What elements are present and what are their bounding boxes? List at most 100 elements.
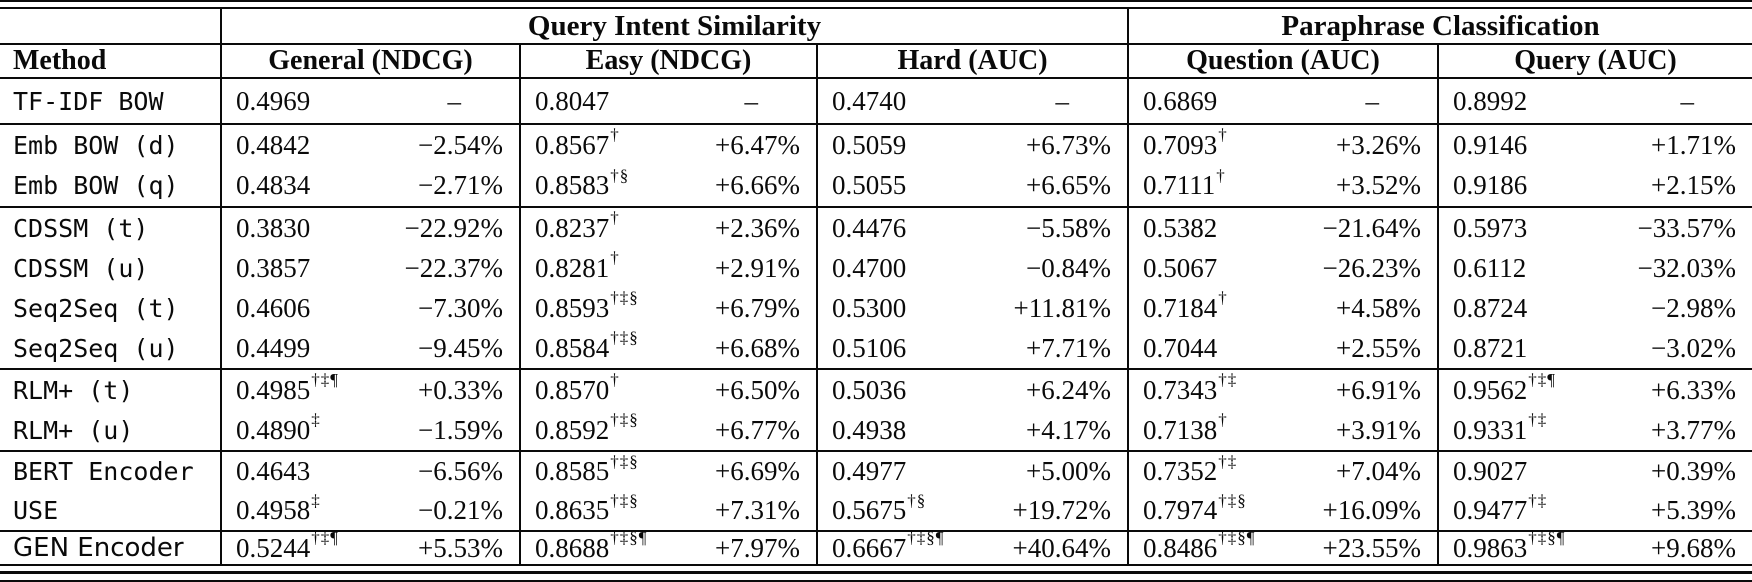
table-bottom-rule: [0, 571, 1752, 582]
metric-cell: 0.8635 †‡§ +7.31%: [521, 491, 818, 530]
row-group: GEN Encoder 0.5244 †‡¶ +5.53% 0.8688 †‡§¶ +7.9…: [0, 530, 1752, 566]
metric-value: 0.8570: [535, 374, 610, 405]
metric-value: 0.7093: [1143, 129, 1218, 160]
significance-markers: †‡§: [610, 452, 639, 471]
row-group: Emb BOW (d) 0.4842 −2.54% 0.8567 † +6.47% 0.50…: [0, 123, 1752, 206]
method-label: Emb BOW (q): [13, 171, 179, 201]
metric-cell: 0.5382 −21.64%: [1129, 208, 1439, 248]
metric-value: 0.8583: [535, 170, 610, 201]
metric-cell: 0.8688 †‡§¶ +7.97%: [521, 532, 818, 564]
metric-delta: +3.77%: [1651, 414, 1736, 445]
metric-delta: +5.39%: [1651, 495, 1736, 525]
metric-value: 0.8592: [535, 414, 610, 445]
method-label: RLM+ (u): [13, 415, 134, 445]
metric-cell: 0.9863 †‡§¶ +9.68%: [1439, 532, 1752, 564]
significance-markers: †‡¶: [311, 532, 339, 547]
metric-delta: +6.66%: [715, 170, 800, 201]
table-body: TF-IDF BOW 0.4969–0.8047–0.4740–0.6869–0.…: [0, 79, 1752, 566]
metric-cell: 0.8281 † +2.91%: [521, 248, 818, 288]
metric-delta: +6.77%: [715, 414, 800, 445]
table-row: USE 0.4958 ‡ −0.21% 0.8635 †‡§ +7.31% 0.5675 †§ +…: [0, 491, 1752, 530]
metric-cell: 0.7974 †‡§ +16.09%: [1129, 491, 1439, 530]
metric-delta: −7.30%: [418, 292, 503, 323]
metric-delta: +23.55%: [1322, 532, 1421, 563]
metric-cell: 0.4969 –: [222, 79, 521, 123]
metric-cell: 0.8724 −2.98%: [1439, 288, 1752, 328]
metric-value: 0.8721: [1453, 332, 1528, 363]
metric-delta: +6.47%: [715, 129, 800, 160]
metric-value: 0.4476: [832, 212, 907, 243]
metric-delta: +7.71%: [1026, 332, 1111, 363]
significance-markers: ‡: [311, 491, 321, 510]
method-cell: RLM+ (t): [0, 370, 222, 410]
metric-value: 0.5055: [832, 170, 907, 201]
metric-value: 0.8584: [535, 332, 610, 363]
metric-delta: +6.50%: [715, 374, 800, 405]
metric-delta: +2.55%: [1336, 332, 1421, 363]
group-header-spacer: [0, 9, 222, 43]
significance-markers: †‡: [1528, 491, 1548, 510]
metric-value: 0.4643: [236, 456, 311, 486]
metric-value: 0.6869: [1143, 85, 1218, 116]
table-row: RLM+ (t) 0.4985 †‡¶ +0.33% 0.8570 † +6.50% 0.50…: [0, 370, 1752, 410]
metric-cell: 0.6869 –: [1129, 79, 1439, 123]
metric-delta: −32.03%: [1637, 252, 1736, 283]
metric-value: 0.7343: [1143, 374, 1218, 405]
method-cell: BERT Encoder: [0, 452, 222, 491]
metric-cell: 0.8583 †§ +6.66%: [521, 165, 818, 206]
metric-cell: 0.4977 +5.00%: [818, 452, 1129, 491]
method-label: BERT Encoder: [13, 457, 194, 486]
metric-value: 0.7044: [1143, 332, 1218, 363]
method-cell: CDSSM (u): [0, 248, 222, 288]
metric-value: 0.4969: [236, 85, 311, 116]
metric-delta: +7.04%: [1336, 456, 1421, 486]
metric-delta: +0.33%: [418, 374, 503, 405]
significance-markers: †‡: [1528, 410, 1548, 429]
table-row: BERT Encoder 0.4643 −6.56% 0.8585 †‡§ +6.69% 0…: [0, 452, 1752, 491]
metric-delta: +1.71%: [1651, 129, 1736, 160]
metric-cell: 0.4740 –: [818, 79, 1129, 123]
metric-value: 0.8635: [535, 495, 610, 525]
method-label: GEN Encoder: [13, 533, 184, 563]
significance-markers: †‡§¶: [1528, 532, 1566, 547]
group-header-row: Query Intent Similarity Paraphrase Class…: [0, 9, 1752, 45]
metric-cell: 0.9186 +2.15%: [1439, 166, 1752, 207]
metric-cell: 0.6667 †‡§¶ +40.64%: [818, 532, 1129, 564]
metric-value: 0.9331: [1453, 414, 1528, 445]
significance-markers: †‡§: [610, 410, 639, 429]
metric-cell: 0.8593 †‡§ +6.79%: [521, 288, 818, 328]
metric-value: 0.7111: [1143, 170, 1216, 201]
metric-delta: −6.56%: [418, 456, 503, 486]
significance-markers: †: [1216, 165, 1226, 185]
method-cell: Seq2Seq (t): [0, 288, 222, 328]
column-header-hard-auc: Hard (AUC): [818, 45, 1129, 77]
metric-delta: –: [744, 85, 759, 116]
group-header-paraphrase-classification: Paraphrase Classification: [1281, 9, 1600, 42]
metric-cell: 0.8237 † +2.36%: [521, 208, 818, 248]
metric-value: 0.9863: [1453, 532, 1528, 563]
method-cell: Emb BOW (d): [0, 125, 222, 166]
metric-value: 0.4606: [236, 292, 311, 323]
metric-cell: 0.8486 †‡§¶ +23.55%: [1129, 532, 1439, 564]
table-row: Emb BOW (d) 0.4842 −2.54% 0.8567 † +6.47% 0.50…: [0, 125, 1752, 166]
metric-value: 0.8688: [535, 532, 610, 563]
metric-cell: 0.8567 † +6.47%: [521, 125, 818, 166]
metric-delta: −22.37%: [404, 252, 503, 283]
significance-markers: †: [610, 248, 620, 267]
metric-cell: 0.5106 +7.71%: [818, 328, 1129, 368]
metric-value: 0.5036: [832, 374, 907, 405]
metric-value: 0.9186: [1453, 170, 1528, 201]
metric-value: 0.8992: [1453, 85, 1528, 116]
metric-delta: +7.31%: [715, 495, 800, 525]
metric-cell: 0.7138 † +3.91%: [1129, 410, 1439, 450]
method-label: Seq2Seq (t): [13, 293, 179, 323]
metric-delta: +4.17%: [1026, 414, 1111, 445]
metric-cell: 0.5059 +6.73%: [818, 125, 1129, 166]
metric-cell: 0.4476 −5.58%: [818, 208, 1129, 248]
method-label: CDSSM (u): [13, 253, 149, 283]
metric-cell: 0.7352 †‡ +7.04%: [1129, 452, 1439, 491]
metric-cell: 0.4985 †‡¶ +0.33%: [222, 370, 521, 410]
metric-value: 0.5106: [832, 332, 907, 363]
significance-markers: †‡§: [1218, 491, 1247, 510]
metric-value: 0.4740: [832, 85, 907, 116]
